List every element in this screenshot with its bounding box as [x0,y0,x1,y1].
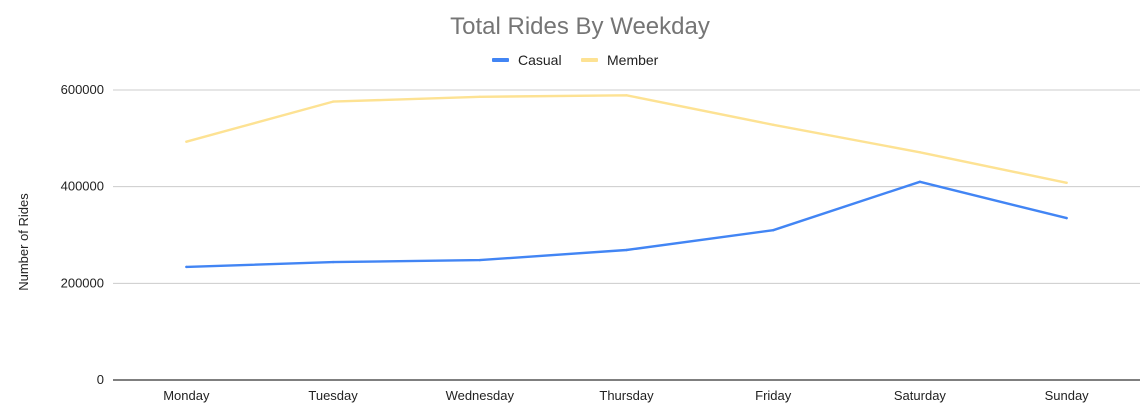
data-point-casual [772,229,775,232]
y-tick-label: 0 [97,372,104,387]
data-point-member [331,100,335,103]
legend: Casual Member [492,52,659,68]
series-line-casual [185,180,1068,269]
data-point-casual [1065,216,1068,220]
y-tick-label: 200000 [61,275,104,290]
y-axis-title: Number of Rides [16,193,31,291]
y-tick-label: 600000 [61,82,104,97]
data-point-casual [331,260,335,264]
legend-label-casual: Casual [518,52,562,68]
x-tick-label: Saturday [894,388,947,403]
x-tick-label: Monday [163,388,210,403]
legend-swatch-casual [492,58,509,62]
y-axis-ticks: 0 200000 400000 600000 [61,82,104,387]
y-tick-label: 400000 [61,179,104,194]
series-lines [185,94,1068,269]
series-line-member [185,94,1068,185]
x-tick-label: Sunday [1045,388,1090,403]
legend-swatch-member [581,58,598,62]
data-point-casual [185,265,188,269]
data-point-member [772,123,775,127]
x-tick-label: Tuesday [308,388,358,403]
x-tick-label: Wednesday [446,388,515,403]
legend-label-member: Member [607,52,659,68]
gridlines [113,89,1140,381]
data-point-member [625,94,628,97]
x-tick-label: Friday [755,388,792,403]
data-point-member [185,140,188,143]
data-point-casual [625,248,628,252]
x-axis-ticks: Monday Tuesday Wednesday Thursday Friday Satu… [163,388,1089,403]
data-point-casual [478,258,481,262]
chart-title: Total Rides By Weekday [450,13,710,40]
data-point-casual [918,180,922,183]
data-point-member [478,95,481,99]
data-point-member [918,151,922,154]
data-point-member [1065,181,1068,184]
x-tick-label: Thursday [599,388,654,403]
